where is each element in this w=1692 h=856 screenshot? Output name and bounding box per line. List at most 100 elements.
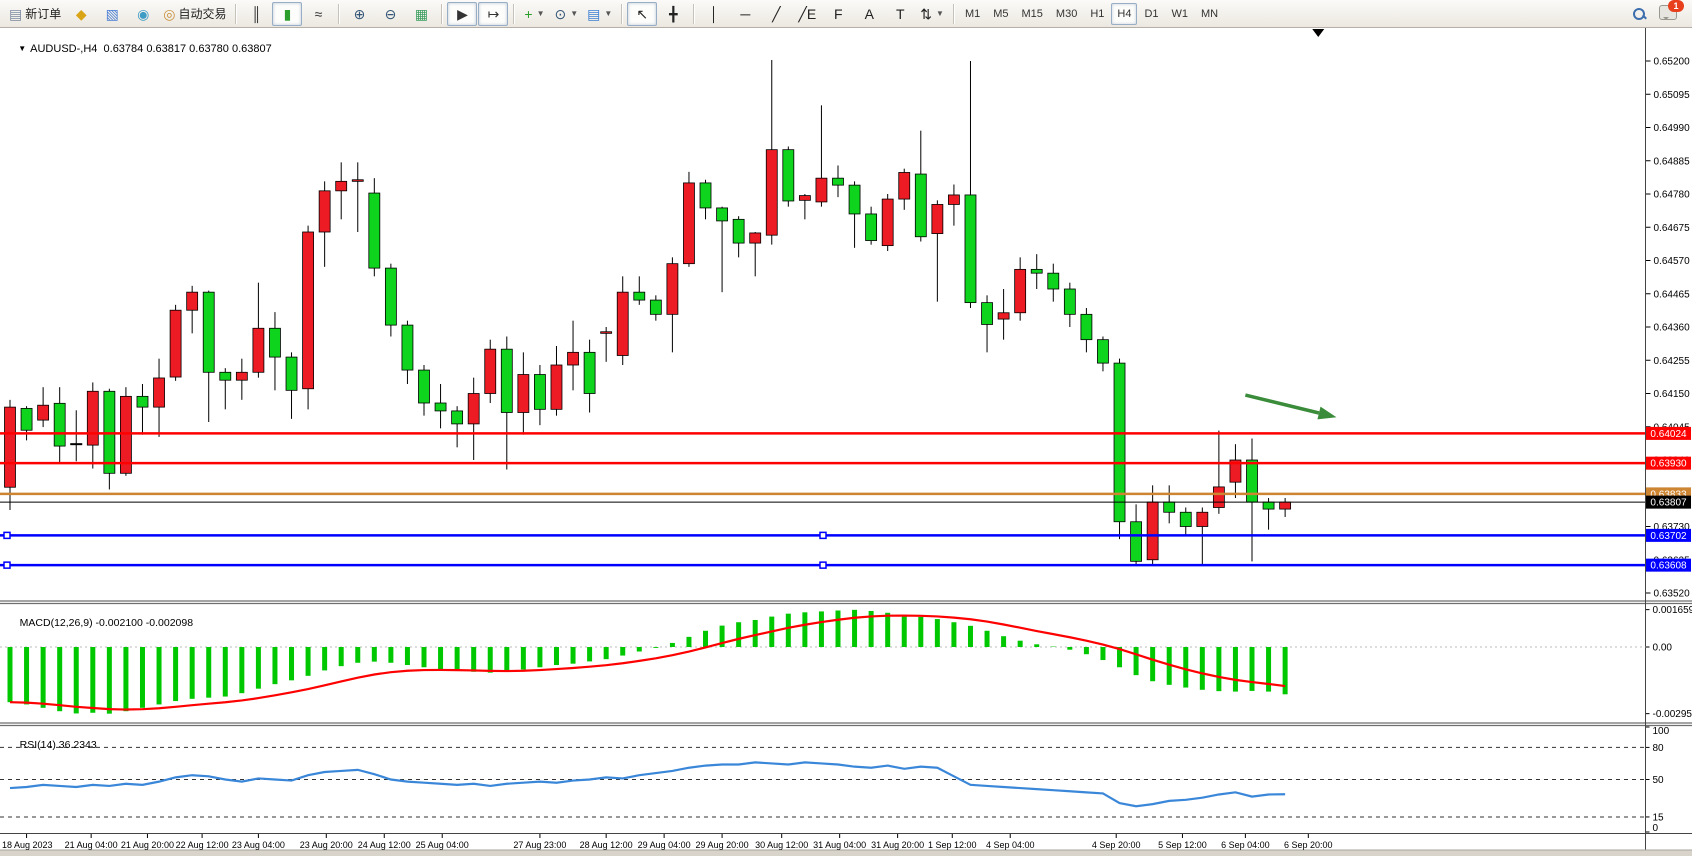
magnifier-icon (1632, 7, 1646, 21)
svg-text:6 Sep 20:00: 6 Sep 20:00 (1284, 840, 1333, 850)
navigator-button[interactable]: ◉ (128, 2, 158, 26)
auto-trading-button[interactable]: ◎ 自动交易 (159, 2, 230, 26)
period-button[interactable]: ⊙ ▼ (550, 2, 582, 26)
svg-text:0.63807: 0.63807 (1650, 498, 1687, 509)
svg-text:100: 100 (1653, 726, 1670, 737)
crosshair-button[interactable]: ╋ (658, 2, 688, 26)
svg-text:31 Aug 04:00: 31 Aug 04:00 (813, 840, 866, 850)
svg-text:0.64255: 0.64255 (1654, 356, 1691, 367)
svg-text:0.64570: 0.64570 (1654, 256, 1691, 267)
hline-0.63608[interactable]: 0.63608 (0, 558, 1691, 572)
fibonacci-button[interactable]: F (823, 2, 853, 26)
horizontal-line-button[interactable]: ─ (730, 2, 760, 26)
svg-text:80: 80 (1653, 743, 1665, 754)
svg-text:24 Aug 12:00: 24 Aug 12:00 (358, 840, 411, 850)
hline-0.64024[interactable]: 0.64024 (0, 426, 1691, 440)
zoom-out-button[interactable]: ⊖ (375, 2, 405, 26)
text-button[interactable]: A (854, 2, 884, 26)
svg-text:50: 50 (1653, 775, 1665, 786)
svg-text:15: 15 (1653, 812, 1665, 823)
text-label-button[interactable]: T (885, 2, 915, 26)
chart-dropdown-icon[interactable]: ▼ (18, 44, 27, 53)
toolbar-separator (952, 3, 954, 24)
svg-text:23 Aug 04:00: 23 Aug 04:00 (232, 840, 285, 850)
trend-arrow[interactable] (1244, 393, 1337, 420)
timeframe-mn-button[interactable]: MN (1201, 7, 1219, 20)
timeframe-m5-button[interactable]: M5 (993, 7, 1009, 20)
cursor-button[interactable]: ↖ (627, 1, 658, 26)
trendline-button[interactable]: ╱ (761, 2, 791, 26)
svg-text:25 Aug 04:00: 25 Aug 04:00 (416, 840, 469, 850)
svg-text:29 Aug 20:00: 29 Aug 20:00 (696, 840, 749, 850)
svg-text:0.65200: 0.65200 (1654, 57, 1691, 68)
chart-shift-marker[interactable] (1312, 29, 1325, 37)
dropdown-arrow-icon[interactable]: ▼ (536, 9, 545, 18)
svg-text:22 Aug 12:00: 22 Aug 12:00 (176, 840, 229, 850)
toolbar-separator (235, 3, 237, 24)
dropdown-arrow-icon[interactable]: ▼ (936, 9, 944, 18)
svg-text:0.64885: 0.64885 (1654, 156, 1691, 167)
channel-button[interactable]: ╱E (792, 2, 822, 26)
svg-text:4 Sep 04:00: 4 Sep 04:00 (986, 840, 1035, 850)
toolbar: ▤ 新订单 ◆ ▧ ◉ ◎ 自动交易 ║ ▮ ≈ ⊕ ⊖ ▦ ▶ ↦ + ▼ ⊙ ▼ ▤ ▼ ↖ ╋ │ ─ ╱ ╱E F A T ⇅ ▼ M1… (0, 0, 1692, 28)
dropdown-arrow-icon[interactable]: ▼ (570, 9, 579, 18)
timeframe-h4-button[interactable]: H4 (1111, 2, 1138, 25)
svg-text:0.00: 0.00 (1653, 643, 1673, 654)
panel-borders (0, 28, 1692, 851)
timeframe-m30-button[interactable]: M30 (1055, 7, 1078, 20)
timeframe-d1-button[interactable]: D1 (1144, 7, 1159, 20)
svg-text:0.65095: 0.65095 (1654, 90, 1691, 101)
svg-text:1 Sep 12:00: 1 Sep 12:00 (928, 840, 977, 850)
macd-indicator-values: -0.002100 -0.002098 (95, 617, 194, 629)
auto-scroll-button[interactable]: ▶ (447, 1, 478, 26)
chart-title: ▼ AUDUSD-,H4 0.63784 0.63817 0.63780 0.63… (6, 31, 272, 67)
template-button[interactable]: ▤ ▼ (583, 2, 616, 26)
chart-shift-icon: ↦ (487, 5, 500, 22)
ohlc-bars-button[interactable]: ║ (241, 2, 271, 26)
trendline-icon: ╱ (772, 5, 781, 22)
vertical-line-icon: │ (709, 5, 719, 22)
svg-text:6 Sep 04:00: 6 Sep 04:00 (1221, 840, 1270, 850)
toolbar-separator (441, 3, 443, 24)
text-icon: A (864, 5, 874, 22)
chart-symbol-period: AUDUSD-,H4 (30, 43, 98, 55)
tile-windows-button[interactable]: ▦ (406, 2, 436, 26)
search-button[interactable] (1624, 2, 1654, 26)
hline-0.63702[interactable]: 0.63702 (0, 528, 1691, 542)
svg-text:27 Aug 23:00: 27 Aug 23:00 (513, 840, 566, 850)
notifications-button[interactable]: 1 (1655, 0, 1687, 26)
timeframe-m15-button[interactable]: M15 (1021, 7, 1043, 20)
zoom-in-button[interactable]: ⊕ (344, 2, 374, 26)
time-axis[interactable]: 18 Aug 2023 21 Aug 04:00 21 Aug 20:00 22 Au… (2, 834, 1333, 850)
new-order-button[interactable]: ▤ 新订单 (5, 2, 65, 26)
svg-text:0.63520: 0.63520 (1654, 589, 1691, 600)
ohlc-bars-icon: ║ (251, 5, 262, 22)
candlestick-button[interactable]: ▮ (272, 1, 303, 26)
chart-shift-button[interactable]: ↦ (478, 1, 509, 26)
horizontal-line-icon: ─ (740, 5, 751, 22)
line-chart-button[interactable]: ≈ (303, 2, 333, 26)
timeframe-h1-button[interactable]: H1 (1090, 7, 1105, 20)
arrows-button[interactable]: ⇅ ▼ (916, 2, 948, 26)
svg-text:31 Aug 20:00: 31 Aug 20:00 (871, 840, 924, 850)
toolbar-separator (513, 3, 515, 24)
svg-text:0.64024: 0.64024 (1650, 429, 1687, 440)
toolbar-separator (338, 3, 340, 24)
chart-ohlc-values: 0.63784 0.63817 0.63780 0.63807 (103, 43, 272, 55)
vertical-line-button[interactable]: │ (699, 2, 729, 26)
svg-text:0.63702: 0.63702 (1650, 531, 1687, 542)
svg-text:0.63930: 0.63930 (1650, 459, 1687, 470)
hline-0.63930[interactable]: 0.63930 (0, 456, 1691, 470)
new-order-icon: ▤ (9, 5, 23, 22)
arrows-icon: ⇅ (920, 5, 933, 22)
indicator-style-button[interactable]: ◆ (66, 2, 96, 26)
market-watch-button[interactable]: ▧ (97, 2, 127, 26)
timeframe-w1-button[interactable]: W1 (1171, 7, 1189, 20)
auto-trading-icon: ◎ (163, 5, 176, 22)
add-indicator-button[interactable]: + ▼ (519, 2, 549, 26)
svg-text:0.64675: 0.64675 (1654, 223, 1691, 234)
timeframe-m1-button[interactable]: M1 (964, 7, 981, 20)
dropdown-arrow-icon[interactable]: ▼ (604, 9, 613, 18)
